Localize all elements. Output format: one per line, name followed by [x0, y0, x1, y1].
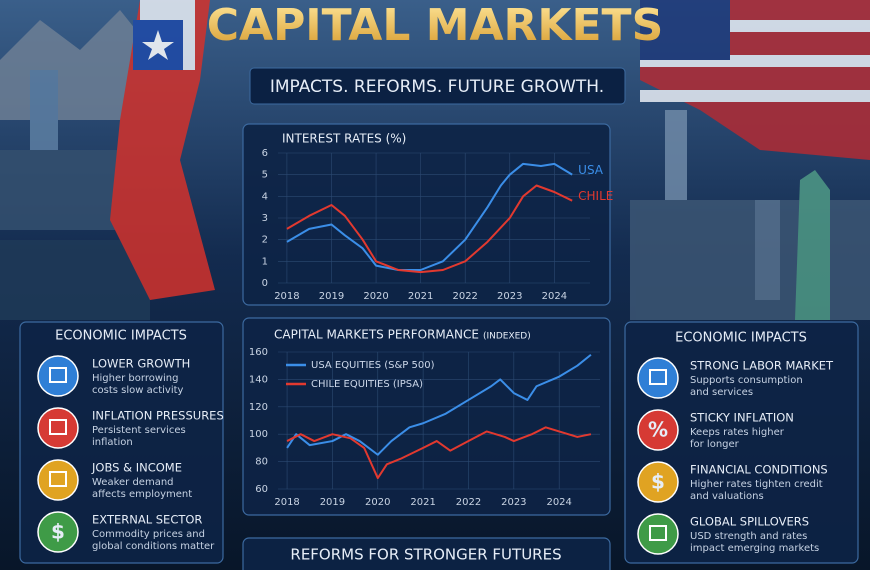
y-tick-label: 6: [262, 148, 268, 159]
y-tick-label: 4: [262, 191, 268, 202]
item-text: Higher rates tighten credit: [690, 479, 823, 490]
x-tick-label: 2020: [363, 291, 388, 302]
item-text: Higher borrowing: [92, 373, 178, 384]
item-text: Keeps rates higher: [690, 427, 785, 438]
y-tick-label: 1: [262, 256, 268, 267]
icon: [637, 513, 679, 555]
side-panel: [624, 321, 859, 564]
panel-title: ECONOMIC IMPACTS: [675, 331, 807, 346]
data-line: [286, 426, 592, 480]
item-text: global conditions matter: [92, 541, 215, 552]
footer-panel: [242, 537, 611, 570]
icon: [37, 511, 79, 553]
item-text: affects employment: [92, 489, 192, 500]
subtitle-box: [249, 67, 626, 105]
item-title: STRONG LABOR MARKET: [690, 359, 834, 373]
x-tick-label: 2019: [319, 291, 344, 302]
series-label: CHILE: [578, 189, 613, 203]
item-text: Persistent services: [92, 425, 186, 436]
y-tick-label: 140: [249, 374, 268, 385]
y-tick-label: 120: [249, 402, 268, 413]
icon: [37, 459, 79, 501]
footer-title: REFORMS FOR STRONGER FUTURES: [290, 546, 561, 564]
x-tick-label: 2020: [365, 497, 390, 508]
icon: [637, 461, 679, 503]
chart-subtitle: (INDEXED): [483, 332, 531, 342]
icon: [37, 407, 79, 449]
item-title: GLOBAL SPILLOVERS: [690, 515, 809, 529]
x-tick-label: 2024: [546, 497, 571, 508]
chart-panel: [242, 317, 611, 516]
y-tick-label: 80: [255, 457, 268, 468]
y-tick-label: 0: [262, 278, 268, 289]
icon-glyph: $: [651, 470, 665, 494]
item-text: and valuations: [690, 491, 764, 502]
x-tick-label: 2022: [456, 497, 481, 508]
item-text: Weaker demand: [92, 477, 174, 488]
item-title: EXTERNAL SECTOR: [92, 513, 202, 527]
icon-glyph: $: [51, 520, 65, 544]
icon-glyph: %: [648, 418, 668, 442]
icon: [637, 357, 679, 399]
x-tick-label: 2021: [410, 497, 435, 508]
item-text: Commodity prices and: [92, 529, 205, 540]
icon: [37, 355, 79, 397]
x-tick-label: 2018: [274, 291, 299, 302]
panel-title: ECONOMIC IMPACTS: [55, 329, 187, 344]
item-text: impact emerging markets: [690, 543, 819, 554]
item-text: and services: [690, 387, 753, 398]
legend-label: CHILE EQUITIES (IPSA): [311, 379, 423, 390]
icon: [637, 409, 679, 451]
data-line: [286, 162, 573, 271]
y-tick-label: 5: [262, 170, 268, 181]
x-tick-label: 2022: [452, 291, 477, 302]
item-text: inflation: [92, 437, 133, 448]
item-text: for longer: [690, 439, 740, 450]
x-tick-label: 2023: [501, 497, 526, 508]
item-text: USD strength and rates: [690, 531, 807, 542]
icon-glyph: [649, 525, 667, 541]
chart-panel: [242, 123, 611, 306]
data-line: [286, 184, 573, 274]
scenery: [0, 0, 870, 320]
x-tick-label: 2024: [542, 291, 567, 302]
y-tick-label: 100: [249, 429, 268, 440]
item-text: Supports consumption: [690, 375, 803, 386]
title: CAPITAL MARKETS: [207, 0, 664, 51]
y-tick-label: 3: [262, 213, 268, 224]
item-text: costs slow activity: [92, 385, 184, 396]
item-title: STICKY INFLATION: [690, 411, 794, 425]
data-line: [286, 353, 592, 456]
series-label: USA: [578, 163, 604, 177]
item-title: INFLATION PRESSURES: [92, 409, 224, 423]
x-tick-label: 2023: [497, 291, 522, 302]
item-title: LOWER GROWTH: [92, 357, 190, 371]
icon-glyph: [49, 471, 67, 487]
chart-title: INTEREST RATES (%): [282, 132, 406, 146]
x-tick-label: 2019: [320, 497, 345, 508]
icon-glyph: [649, 369, 667, 385]
y-tick-label: 60: [255, 484, 268, 495]
item-title: JOBS & INCOME: [91, 461, 182, 475]
item-title: FINANCIAL CONDITIONS: [690, 463, 828, 477]
x-tick-label: 2018: [274, 497, 299, 508]
icon-glyph: [49, 419, 67, 435]
legend-label: USA EQUITIES (S&P 500): [311, 360, 435, 371]
y-tick-label: 160: [249, 347, 268, 358]
chart-title: CAPITAL MARKETS PERFORMANCE: [274, 328, 479, 342]
x-tick-label: 2021: [408, 291, 433, 302]
icon-glyph: [49, 367, 67, 383]
y-tick-label: 2: [262, 235, 268, 246]
subtitle: IMPACTS. REFORMS. FUTURE GROWTH.: [270, 77, 604, 97]
